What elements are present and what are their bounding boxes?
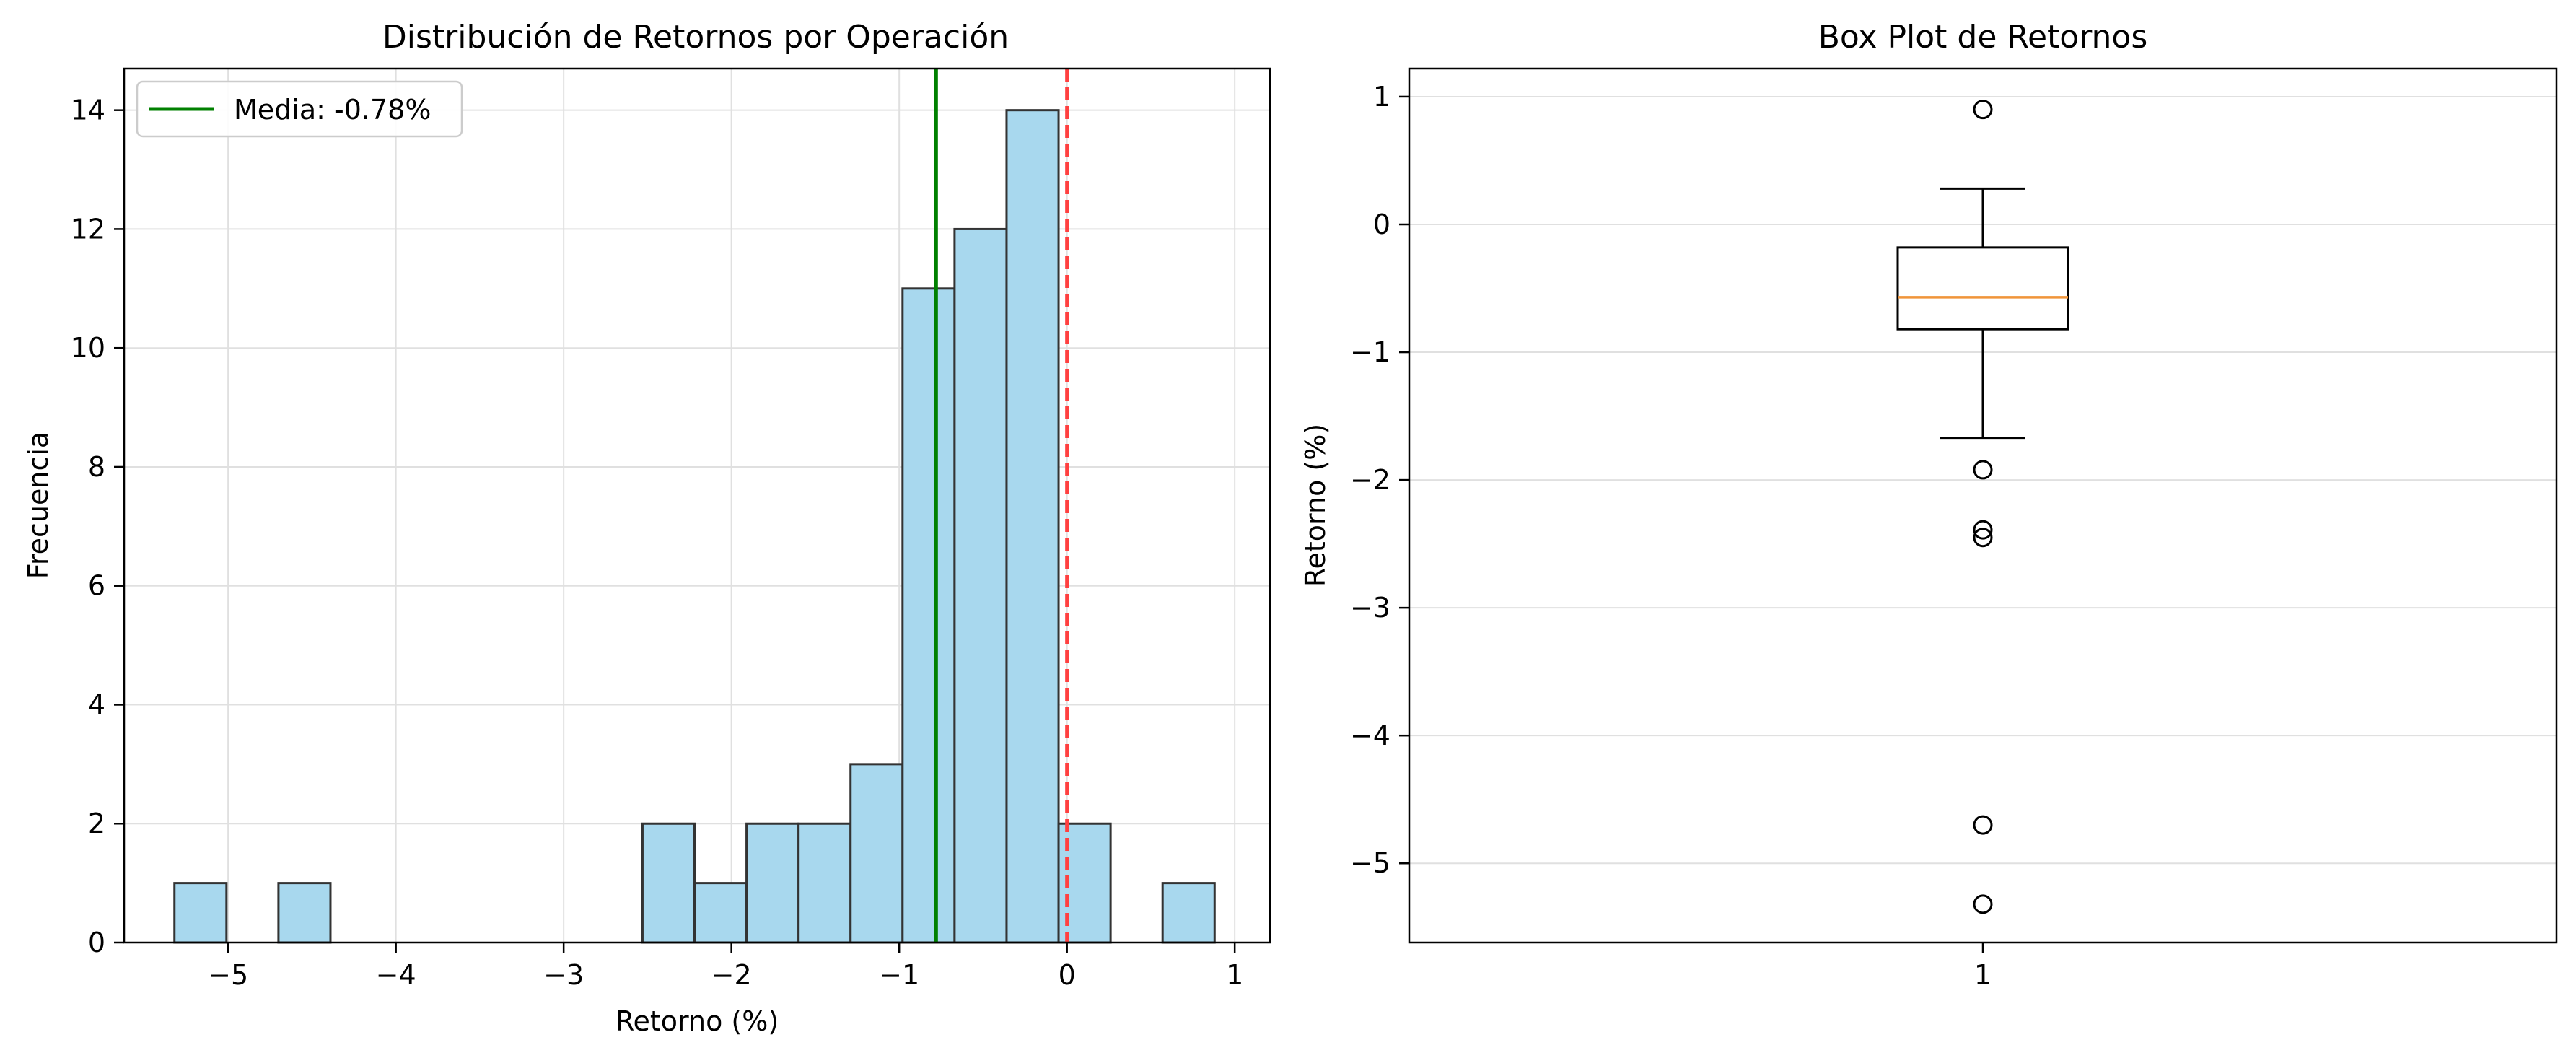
x-tick-label: −2	[711, 959, 752, 991]
interquartile-box	[1896, 246, 2069, 331]
x-tick-label: −1	[879, 959, 919, 991]
histogram-legend: Media: -0.78%	[136, 80, 463, 138]
boxplot-y-ticks: 1 0 −1 −2 −3 −4 −5	[1350, 81, 1409, 879]
outlier-point	[1973, 460, 1993, 480]
y-tick-label: −3	[1350, 592, 1390, 624]
boxplot-panel: Box Plot de Retornos 1 0 −1 −2 −3 −4 −5 1 Reto…	[1300, 19, 2558, 991]
outlier-point	[1973, 520, 1993, 540]
histogram-bar	[277, 882, 332, 944]
boxplot-outliers	[1973, 100, 1993, 914]
boxplot-y-axis-label: Retorno (%)	[1300, 424, 1331, 587]
y-tick-label: −5	[1350, 847, 1390, 879]
boxplot-box	[1896, 187, 2069, 440]
x-tick-label: 1	[1226, 959, 1243, 991]
histogram-grid	[124, 69, 1270, 943]
boxplot-x-tick: 1	[1974, 943, 1992, 991]
histogram-title: Distribución de Retornos por Operación	[382, 19, 1009, 56]
histogram-x-ticks: −5 −4 −3 −2 −1 0 1	[208, 943, 1243, 991]
x-tick-label: −4	[376, 959, 416, 991]
histogram-bar	[745, 822, 800, 944]
histogram-bar	[1005, 109, 1060, 944]
histogram-bars	[173, 109, 1216, 944]
histogram-bar	[641, 822, 696, 944]
y-tick-label: 8	[88, 451, 105, 483]
x-tick-label: −3	[543, 959, 584, 991]
x-tick-label: 0	[1059, 959, 1076, 991]
y-tick-label: 2	[88, 808, 105, 839]
legend-box	[136, 80, 463, 138]
y-tick-label: 12	[71, 213, 105, 245]
y-tick-label: 14	[71, 95, 105, 126]
y-tick-label: 1	[1373, 81, 1390, 113]
y-tick-label: 4	[88, 688, 105, 720]
histogram-axes-frame	[123, 67, 1271, 944]
histogram-bar	[901, 287, 956, 944]
outlier-point	[1973, 815, 1993, 835]
y-tick-label: 0	[1373, 209, 1390, 240]
histogram-bar	[1161, 882, 1216, 944]
histogram-bar	[953, 227, 1008, 944]
histogram-bar	[173, 882, 228, 944]
outlier-point	[1973, 528, 1993, 548]
y-tick-label: 10	[71, 332, 105, 364]
y-tick-label: 6	[88, 570, 105, 602]
y-tick-label: −4	[1350, 720, 1390, 751]
histogram-y-axis-label: Frecuencia	[22, 432, 54, 579]
histogram-panel: Distribución de Retornos por Operación −…	[22, 19, 1271, 1037]
histogram-bar	[797, 822, 852, 944]
boxplot-title: Box Plot de Retornos	[1818, 19, 2148, 56]
histogram-bar	[849, 763, 904, 944]
y-tick-label: −1	[1350, 336, 1390, 368]
histogram-x-axis-label: Retorno (%)	[615, 1005, 779, 1037]
legend-mean-label: Media: -0.78%	[234, 94, 431, 126]
histogram-y-ticks: 0 2 4 6 8 10 12 14	[71, 95, 124, 958]
y-tick-label: −2	[1350, 464, 1390, 496]
y-tick-label: 0	[88, 927, 105, 958]
outlier-point	[1973, 894, 1993, 914]
boxplot-x-tick-label: 1	[1974, 959, 1992, 991]
histogram-bar	[693, 882, 748, 944]
histogram-reference-lines	[934, 69, 1069, 943]
x-tick-label: −5	[208, 959, 248, 991]
outlier-point	[1973, 100, 1993, 120]
